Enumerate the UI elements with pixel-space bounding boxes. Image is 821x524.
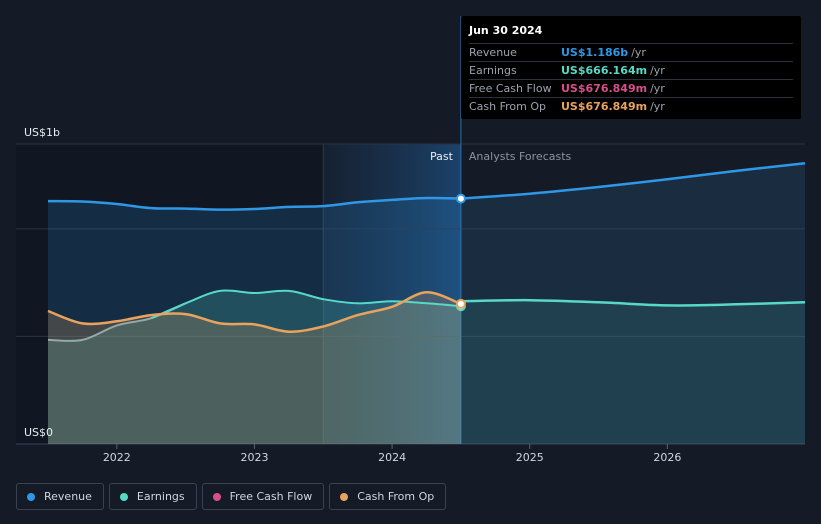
tooltip-row-unit: /yr bbox=[631, 46, 646, 59]
cash-from-op-past-area bbox=[48, 292, 461, 444]
tooltip-row-value: US$676.849m bbox=[561, 82, 648, 95]
earnings-past-area bbox=[48, 290, 461, 444]
cash-from-op-past-line bbox=[47, 291, 462, 333]
tooltip: Jun 30 2024 Revenue US$1.186b/yr Earnings U… bbox=[461, 16, 801, 119]
legend-item-revenue[interactable]: Revenue bbox=[16, 483, 104, 510]
forecast-label: Analysts Forecasts bbox=[469, 150, 572, 163]
tooltip-row-label: Earnings bbox=[469, 64, 517, 77]
earnings-forecast-line bbox=[460, 298, 806, 307]
tooltip-row-value: US$666.164m bbox=[561, 64, 648, 77]
earnings-forecast-area bbox=[460, 300, 805, 444]
tooltip-row: Earnings US$666.164m/yr bbox=[469, 61, 793, 79]
revenue-forecast-line bbox=[460, 161, 806, 200]
tooltip-row: Free Cash Flow US$676.849m/yr bbox=[469, 79, 793, 97]
x-tick-label-4: 2026 bbox=[653, 451, 681, 464]
tooltip-row: Revenue US$1.186b/yr bbox=[469, 43, 793, 61]
y-label-top: US$1b bbox=[24, 126, 60, 139]
tooltip-row-unit: /yr bbox=[650, 82, 665, 95]
tooltip-row-label: Cash From Op bbox=[469, 100, 547, 113]
x-tick-label-3: 2025 bbox=[516, 451, 544, 464]
legend-label: Revenue bbox=[44, 490, 92, 503]
revenue-past-line bbox=[47, 196, 461, 211]
legend-item-free-cash-flow[interactable]: Free Cash Flow bbox=[201, 483, 325, 510]
tooltip-row-value: US$676.849m bbox=[561, 100, 648, 113]
cash-from-op-marker bbox=[455, 298, 466, 309]
label-layer: 2022 2023 2024 2025 2026 US$1b US$0 Past Analyst… bbox=[24, 126, 681, 464]
tooltip-row-label: Revenue bbox=[469, 46, 517, 59]
legend-label: Earnings bbox=[136, 490, 185, 503]
legend-dot-icon bbox=[119, 492, 128, 501]
y-label-bottom: US$0 bbox=[24, 426, 53, 439]
tooltip-date: Jun 30 2024 bbox=[469, 24, 543, 37]
tooltip-row-unit: /yr bbox=[650, 100, 665, 113]
revenue-past-area bbox=[48, 197, 461, 444]
legend-label: Cash From Op bbox=[357, 490, 435, 503]
legend-dot-icon bbox=[27, 492, 35, 501]
tooltip-row-unit: /yr bbox=[650, 64, 665, 77]
tooltip-row-value: US$1.186b bbox=[561, 46, 629, 59]
legend-dot-icon bbox=[340, 492, 349, 501]
past-label: Past bbox=[430, 150, 454, 163]
x-tick-label-2: 2024 bbox=[378, 451, 406, 464]
revenue-marker bbox=[455, 193, 466, 204]
tooltip-row: Cash From Op US$676.849m/yr bbox=[469, 97, 793, 115]
legend: Revenue Earnings Free Cash Flow Cash From O… bbox=[16, 483, 447, 510]
legend-item-earnings[interactable]: Earnings bbox=[108, 483, 197, 510]
legend-label: Free Cash Flow bbox=[229, 490, 313, 503]
tooltip-row-label: Free Cash Flow bbox=[469, 82, 552, 95]
legend-dot-icon bbox=[212, 492, 221, 501]
line-layer bbox=[47, 161, 806, 342]
x-tick-label-0: 2022 bbox=[103, 451, 131, 464]
x-tick-label-1: 2023 bbox=[240, 451, 268, 464]
earnings-past-line bbox=[150, 289, 461, 320]
legend-item-cash-from-op[interactable]: Cash From Op bbox=[329, 483, 447, 510]
